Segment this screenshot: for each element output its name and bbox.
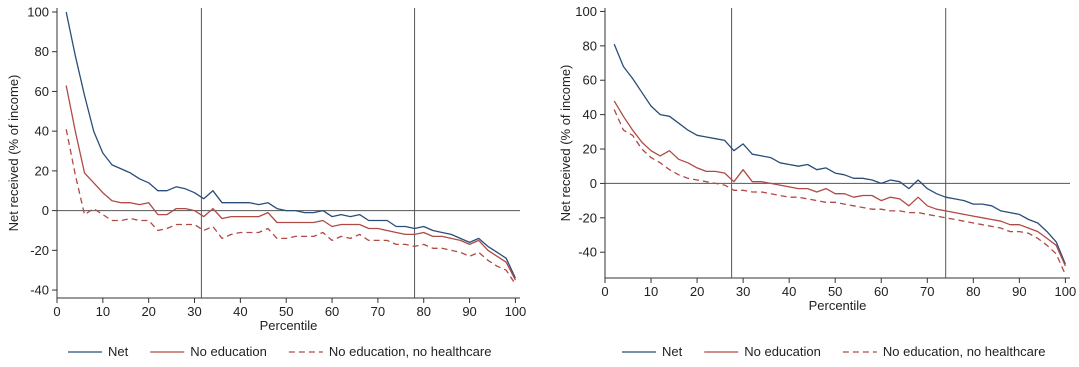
x-tick-label: 20: [690, 284, 704, 299]
x-tick-label: 90: [1012, 284, 1026, 299]
series-line-no-education-no-healthcare: [613, 109, 1066, 275]
x-tick-label: 0: [53, 304, 60, 319]
chart-panel-2: 0 10 20 30 40 50 60 70 80 90 100 -40 -20 0 20 40 60 80 100…: [558, 4, 1076, 359]
x-tick-label: 50: [279, 304, 293, 319]
legend-label: No education: [190, 344, 267, 359]
x-tick-label: 90: [462, 304, 476, 319]
legend: Net No education No education, no healthca…: [68, 344, 491, 359]
y-tick-label: 80: [35, 44, 49, 59]
x-tick-label: 100: [1055, 284, 1077, 299]
x-tick-label: 70: [371, 304, 385, 319]
y-tick-label: 60: [583, 73, 597, 88]
x-tick-label: 10: [644, 284, 658, 299]
y-tick-label: -40: [578, 245, 597, 260]
series-line-no-education: [65, 85, 516, 281]
x-tick-label: 0: [601, 284, 608, 299]
legend-label: No education, no healthcare: [329, 344, 492, 359]
x-tick-label: 80: [416, 304, 430, 319]
x-axis-title: Percentile: [809, 298, 867, 313]
legend: Net No education No education, no healthca…: [622, 344, 1045, 359]
y-tick-label: 0: [42, 203, 49, 218]
y-tick-label: -20: [578, 210, 597, 225]
x-tick-label: 40: [233, 304, 247, 319]
y-tick-label: 20: [583, 142, 597, 157]
x-tick-label: 60: [874, 284, 888, 299]
y-tick-label: 40: [583, 107, 597, 122]
series-line-net: [613, 43, 1067, 265]
y-tick-label: 100: [575, 4, 597, 19]
y-tick-label: 80: [583, 38, 597, 53]
y-tick-label: -20: [30, 243, 49, 258]
y-tick-label: 100: [27, 4, 49, 19]
y-tick-label: 0: [590, 176, 597, 191]
y-axis-title: Net received (% of income): [6, 75, 21, 232]
chart-panel-1: 0 10 20 30 40 50 60 70 80 90 100 -40 -20 0 20 40 60 80 100…: [6, 4, 526, 359]
x-tick-label: 40: [782, 284, 796, 299]
y-tick-label: 40: [35, 124, 49, 139]
x-tick-label: 20: [141, 304, 155, 319]
series-line-net: [65, 11, 516, 279]
x-tick-label: 80: [966, 284, 980, 299]
legend-label: Net: [108, 344, 129, 359]
x-axis-title: Percentile: [260, 318, 318, 333]
series-line-no-education-no-healthcare: [65, 129, 516, 285]
x-tick-label: 50: [828, 284, 842, 299]
y-tick-label: 20: [35, 163, 49, 178]
x-tick-label: 70: [920, 284, 934, 299]
x-tick-label: 30: [187, 304, 201, 319]
y-tick-label: -40: [30, 283, 49, 298]
series-line-no-education: [613, 100, 1066, 267]
x-tick-label: 60: [325, 304, 339, 319]
x-tick-label: 30: [736, 284, 750, 299]
legend-label: No education: [744, 344, 821, 359]
legend-label: No education, no healthcare: [883, 344, 1046, 359]
y-axis-title: Net received (% of income): [558, 65, 573, 222]
y-tick-label: 60: [35, 84, 49, 99]
x-tick-label: 10: [96, 304, 110, 319]
x-tick-label: 100: [505, 304, 527, 319]
legend-label: Net: [662, 344, 683, 359]
